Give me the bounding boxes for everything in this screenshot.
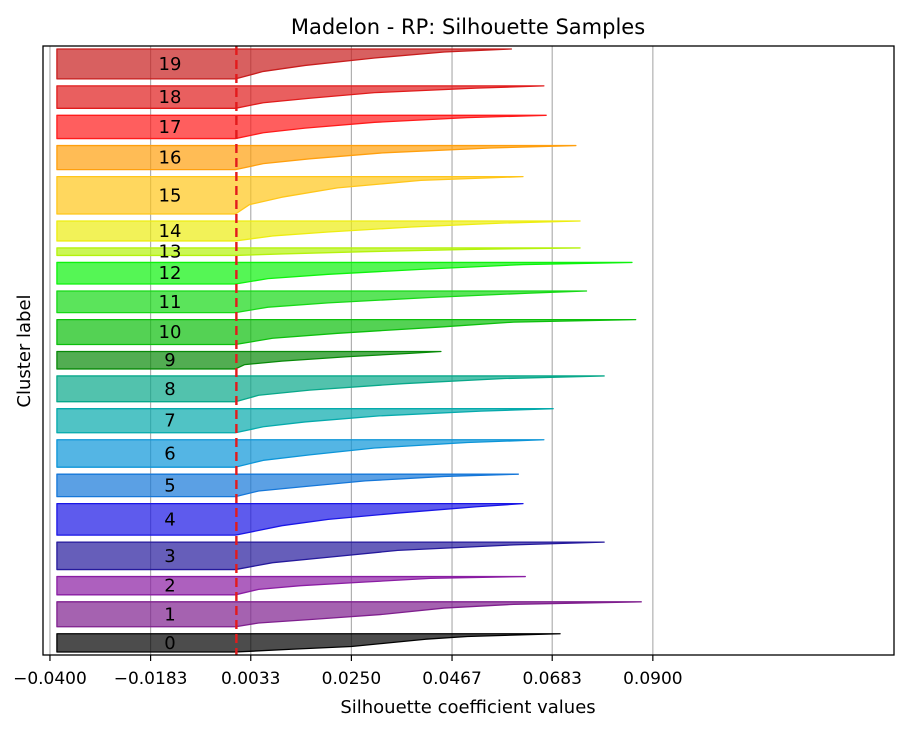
- x-tick-label: 0.0900: [623, 669, 682, 689]
- cluster-label-5: 5: [164, 475, 175, 496]
- y-axis-label: Cluster label: [14, 294, 35, 407]
- cluster-label-6: 6: [164, 443, 175, 464]
- cluster-silhouette-17: [56, 114, 547, 140]
- cluster-label-15: 15: [159, 185, 182, 206]
- cluster-label-14: 14: [159, 221, 182, 242]
- cluster-areas: [56, 48, 642, 653]
- x-axis-label: Silhouette coefficient values: [340, 697, 595, 718]
- x-tick-label: 0.0250: [322, 669, 381, 689]
- cluster-silhouette-19: [56, 48, 513, 80]
- cluster-label-7: 7: [164, 411, 175, 432]
- x-tick-label: 0.0467: [422, 669, 481, 689]
- cluster-label-3: 3: [164, 546, 175, 567]
- x-axis-ticks: −0.0400 −0.0183 0.0033 0.0250 0.0467 0.0683 0.…: [13, 655, 683, 689]
- cluster-label-12: 12: [159, 263, 182, 284]
- cluster-silhouette-12: [56, 261, 633, 285]
- cluster-silhouette-7: [56, 408, 554, 434]
- x-tick-label: 0.0683: [522, 669, 581, 689]
- cluster-label-8: 8: [164, 379, 175, 400]
- cluster-label-16: 16: [159, 148, 182, 169]
- x-tick-label: 0.0033: [221, 669, 280, 689]
- cluster-label-4: 4: [164, 509, 175, 530]
- cluster-label-0: 0: [164, 633, 175, 654]
- cluster-silhouette-9: [56, 350, 442, 370]
- cluster-label-13: 13: [159, 242, 182, 263]
- cluster-label-19: 19: [159, 54, 182, 75]
- cluster-silhouette-13: [56, 247, 581, 257]
- cluster-silhouette-2: [56, 575, 526, 596]
- cluster-silhouette-0: [56, 633, 561, 653]
- cluster-label-1: 1: [164, 604, 175, 625]
- cluster-label-2: 2: [164, 576, 175, 597]
- cluster-silhouette-5: [56, 473, 519, 498]
- cluster-silhouette-11: [56, 290, 588, 314]
- cluster-silhouette-18: [56, 85, 545, 109]
- cluster-label-10: 10: [159, 322, 182, 343]
- x-tick-label: −0.0400: [13, 669, 87, 689]
- cluster-label-9: 9: [164, 350, 175, 371]
- cluster-silhouette-1: [56, 601, 642, 628]
- cluster-silhouette-10: [56, 318, 637, 346]
- x-tick-label: −0.0183: [114, 669, 188, 689]
- cluster-silhouette-16: [56, 144, 577, 171]
- chart-title: Madelon - RP: Silhouette Samples: [291, 15, 645, 39]
- cluster-silhouette-15: [56, 176, 524, 215]
- cluster-label-18: 18: [159, 87, 182, 108]
- cluster-silhouette-4: [56, 502, 524, 536]
- cluster-label-17: 17: [159, 117, 182, 138]
- cluster-label-11: 11: [159, 292, 182, 313]
- cluster-silhouette-6: [56, 439, 545, 468]
- cluster-silhouette-3: [56, 541, 605, 571]
- cluster-silhouette-8: [56, 375, 605, 403]
- cluster-silhouette-14: [56, 220, 581, 242]
- plot-frame: [42, 45, 895, 656]
